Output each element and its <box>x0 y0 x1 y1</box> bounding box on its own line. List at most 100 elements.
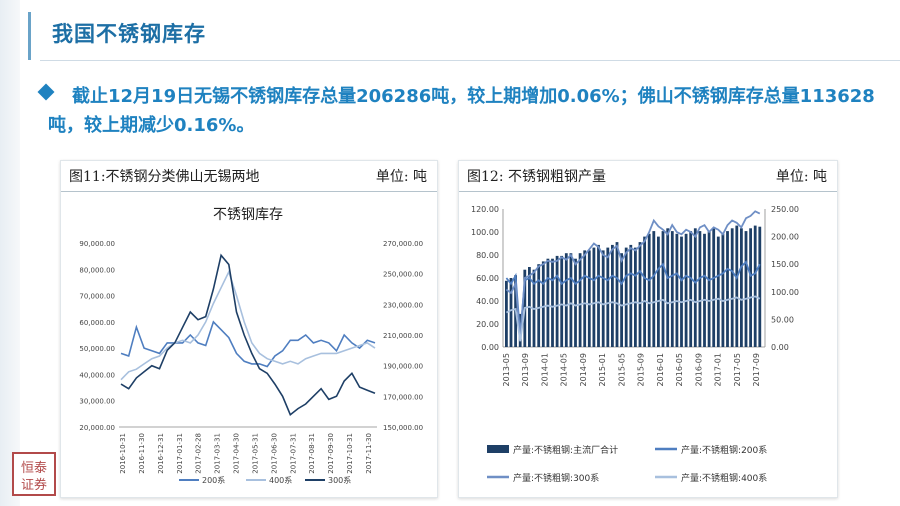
output-bar <box>753 225 757 347</box>
output-bar <box>657 236 660 347</box>
output-bar <box>509 278 513 347</box>
series-line <box>120 320 376 368</box>
y-left-tick-label: 120.00 <box>471 205 499 214</box>
chart-panel-output: 图12: 不锈钢粗钢产量 单位: 吨 0.00 20.00 40.00 60.00 80… <box>458 160 838 498</box>
x-tick-label: 2017-08-31 <box>308 433 316 474</box>
output-bar <box>555 255 559 347</box>
x-tick-label: 2017-01 <box>714 353 723 386</box>
output-combo-chart: 0.00 20.00 40.00 60.00 80.00 100.00 120.00 0.00… <box>471 205 799 484</box>
output-bar <box>693 228 697 347</box>
output-bar <box>569 253 573 347</box>
output-bar <box>611 244 614 347</box>
output-bar <box>560 255 564 347</box>
output-bar <box>578 253 582 347</box>
y-right-tick-label: 270,000.00 <box>383 240 423 248</box>
output-bar <box>730 228 734 347</box>
x-tick-label: 2016-10-31 <box>119 433 127 474</box>
y-right-tick-label: 190,000.00 <box>383 363 423 371</box>
x-tick-label: 2017-09-30 <box>327 433 335 474</box>
y-left-tick-label: 0.00 <box>481 343 499 352</box>
y-right-tick-label: 170,000.00 <box>383 393 423 401</box>
x-tick-label: 2017-04-30 <box>233 433 241 474</box>
hengtai-seal-logo: 恒泰 证券 <box>12 452 56 496</box>
output-bar <box>634 247 637 347</box>
output-bar <box>592 247 596 347</box>
y-left-tick-label: 20.00 <box>476 320 499 329</box>
title-divider <box>40 60 900 61</box>
output-bar <box>615 242 619 347</box>
output-bar <box>740 228 743 347</box>
x-tick-label: 2014-01 <box>540 353 549 386</box>
x-tick-label: 2017-07-31 <box>289 433 297 474</box>
output-bar <box>758 226 762 347</box>
output-bar <box>647 233 651 347</box>
x-tick-label: 2016-05 <box>675 353 684 386</box>
y-right-tick-label: 210,000.00 <box>383 332 423 340</box>
x-tick-label: 2017-11-30 <box>365 433 373 474</box>
y-right-tick-label: 50.00 <box>771 315 794 324</box>
y-left-tick-label: 40.00 <box>476 297 499 306</box>
x-tick-label: 2017-02-28 <box>195 433 203 474</box>
output-bar <box>712 228 716 347</box>
y-left-tick-label: 30,000.00 <box>79 398 115 406</box>
output-bar <box>601 250 605 347</box>
output-bar <box>744 231 748 347</box>
output-bar <box>643 236 646 347</box>
x-tick-label: 2017-06-30 <box>270 433 278 474</box>
panel-header: 图11:不锈钢分类佛山无锡两地 单位: 吨 <box>61 161 437 192</box>
y-right-tick-label: 250,000.00 <box>383 271 423 279</box>
y-left-tick-label: 100.00 <box>471 228 499 237</box>
output-bar <box>624 247 628 347</box>
output-bar <box>689 231 693 347</box>
output-bar <box>735 225 739 347</box>
panel-header: 图12: 不锈钢粗钢产量 单位: 吨 <box>459 161 837 192</box>
panel-title: 图12: 不锈钢粗钢产量 <box>467 169 606 185</box>
output-bar <box>551 258 554 347</box>
y-right-tick-label: 250.00 <box>771 205 799 214</box>
output-bar <box>583 250 587 347</box>
output-bar <box>661 231 665 347</box>
inventory-line-chart: 不锈钢库存 20,000.00 30,000.00 40,000.00 50,000.0… <box>79 207 423 485</box>
output-bar <box>574 258 577 347</box>
y-left-tick-label: 50,000.00 <box>79 345 115 353</box>
y-left-tick-label: 70,000.00 <box>79 293 115 301</box>
x-tick-label: 2013-05 <box>502 353 511 386</box>
title-accent-line <box>28 12 31 60</box>
y-left-tick-label: 40,000.00 <box>79 371 115 379</box>
series-line <box>505 295 761 342</box>
y-right-tick-label: 150,000.00 <box>383 424 423 432</box>
output-bar <box>564 253 568 347</box>
svg-text:恒泰: 恒泰 <box>21 461 47 476</box>
output-bar <box>707 231 711 347</box>
page-title: 我国不锈钢库存 <box>52 22 206 46</box>
series-line <box>120 269 376 381</box>
y-left-tick-label: 60.00 <box>476 274 499 283</box>
y-left-tick-label: 90,000.00 <box>79 240 115 248</box>
output-bar <box>716 236 720 347</box>
legend-label: 产量:不锈粗钢:200系 <box>681 444 767 456</box>
legend-label: 200系 <box>202 475 225 485</box>
legend-label: 产量:不锈粗钢:300系 <box>513 472 599 484</box>
output-bar <box>638 242 642 347</box>
y-left-tick-label: 80.00 <box>476 251 499 260</box>
x-tick-label: 2014-05 <box>560 353 569 386</box>
summary-text: 截止12月19日无锡不锈钢库存总量206286吨，较上期增加0.06%；佛山不锈… <box>48 86 875 136</box>
output-bar <box>606 247 610 347</box>
x-tick-label: 2017-10-31 <box>346 433 354 474</box>
output-bar <box>505 280 508 347</box>
output-bar <box>620 253 623 347</box>
y-right-tick-label: 100.00 <box>771 288 799 297</box>
x-tick-label: 2017-01-31 <box>176 433 184 474</box>
y-left-tick-label: 60,000.00 <box>79 319 115 327</box>
x-tick-label: 2014-09 <box>579 353 588 386</box>
output-bar <box>703 233 706 347</box>
left-decor-bar <box>0 0 20 506</box>
legend-label: 300系 <box>328 475 351 485</box>
chart-panel-inventory: 图11:不锈钢分类佛山无锡两地 单位: 吨 不锈钢库存 20,000.00 30,0… <box>60 160 438 498</box>
panel-title: 图11:不锈钢分类佛山无锡两地 <box>69 169 260 185</box>
svg-text:证券: 证券 <box>21 477 47 493</box>
output-bar <box>541 261 545 347</box>
x-tick-label: 2015-01 <box>598 353 607 386</box>
chart-title: 不锈钢库存 <box>213 207 283 223</box>
y-right-tick-label: 150.00 <box>771 260 799 269</box>
